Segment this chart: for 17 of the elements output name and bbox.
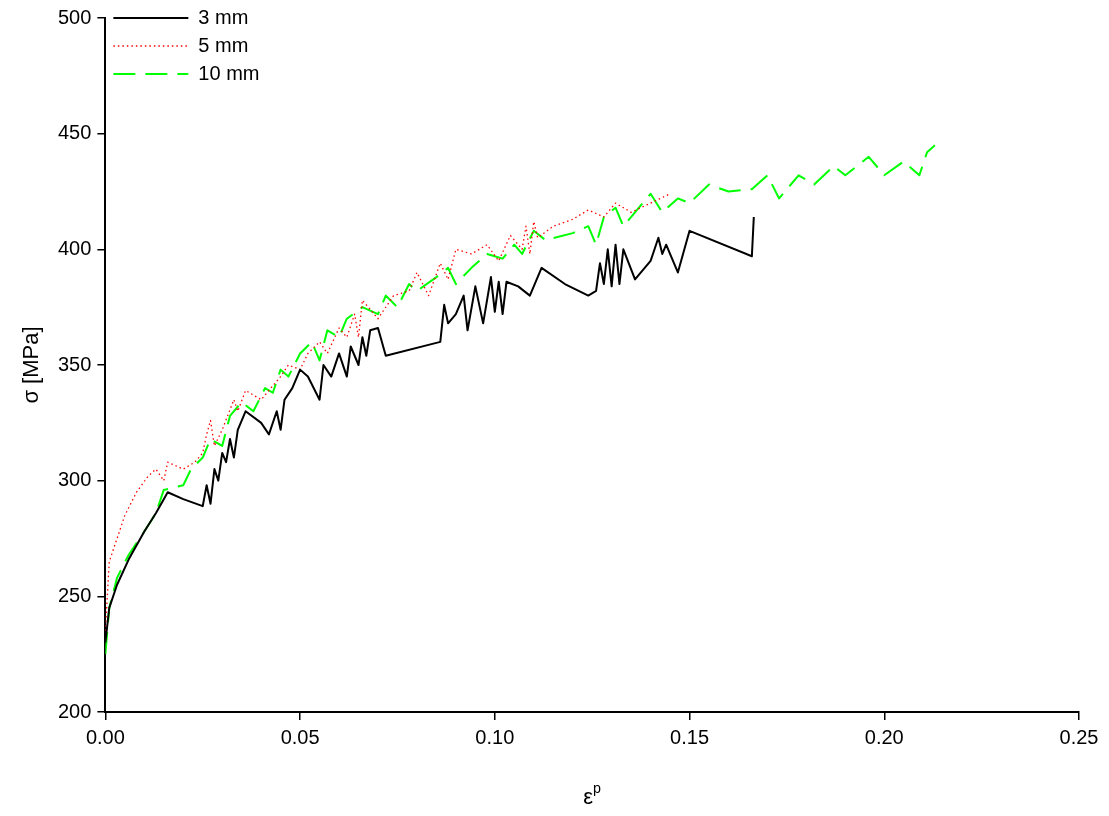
y-tick-label: 300: [57, 468, 92, 491]
x-tick-label: 0.10: [475, 725, 515, 748]
y-tick-label: 400: [57, 236, 92, 259]
x-tick-label: 0.15: [670, 725, 710, 748]
x-tick-label: 0.00: [85, 725, 125, 748]
legend-label: 10 mm: [198, 61, 260, 84]
legend-label: 5 mm: [198, 33, 249, 56]
y-tick-label: 500: [57, 5, 92, 28]
legend-label: 3 mm: [198, 5, 249, 28]
y-tick-label: 450: [57, 121, 92, 144]
x-tick-label: 0.25: [1059, 725, 1099, 748]
y-tick-label: 350: [57, 352, 92, 375]
y-tick-label: 200: [57, 699, 92, 722]
x-tick-label: 0.05: [280, 725, 320, 748]
y-axis-title: σ [MPa]: [18, 326, 44, 404]
y-tick-label: 250: [57, 583, 92, 606]
x-tick-label: 0.20: [864, 725, 904, 748]
